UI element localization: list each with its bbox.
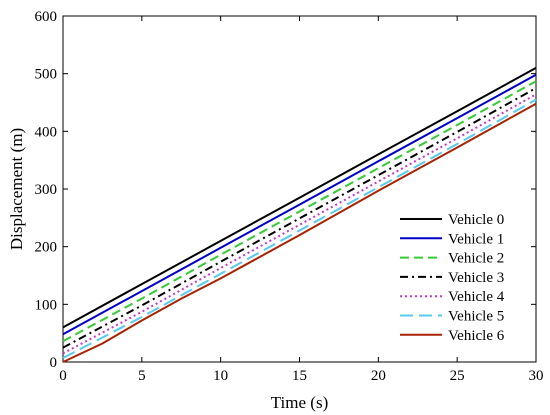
y-tick-label: 500 — [35, 67, 58, 83]
legend-label-vehicle-0: Vehicle 0 — [448, 212, 504, 228]
plot-area — [62, 15, 537, 363]
legend-label-vehicle-5: Vehicle 5 — [448, 309, 504, 325]
x-tick-label: 30 — [529, 368, 544, 384]
y-tick-label: 400 — [35, 124, 58, 140]
y-tick-label: 100 — [35, 297, 58, 313]
series-lines — [62, 67, 537, 363]
legend-label-vehicle-1: Vehicle 1 — [448, 231, 504, 247]
legend-label-vehicle-3: Vehicle 3 — [448, 270, 504, 286]
y-tick-label: 200 — [35, 240, 58, 256]
x-tick-label: 25 — [450, 368, 465, 384]
x-tick-label: 5 — [138, 368, 146, 384]
x-tick-label: 15 — [292, 368, 307, 384]
series-line-vehicle-1 — [62, 73, 537, 336]
x-tick-label: 0 — [59, 368, 67, 384]
legend: Vehicle 0 Vehicle 1 Vehicle 2 Vehicle 3 Vehi… — [400, 212, 505, 344]
legend-label-vehicle-4: Vehicle 4 — [448, 289, 505, 305]
series-line-vehicle-5 — [62, 98, 537, 359]
y-tick-label: 300 — [35, 182, 58, 198]
y-tick-label: 0 — [50, 355, 58, 371]
series-line-vehicle-6 — [62, 102, 537, 363]
legend-label-vehicle-6: Vehicle 6 — [448, 328, 505, 344]
x-tick-label: 20 — [371, 368, 386, 384]
y-tick-label: 600 — [35, 9, 58, 25]
series-line-vehicle-2 — [62, 80, 537, 343]
y-axis-label: Displacement (m) — [7, 128, 26, 250]
x-axis-label: Time (s) — [271, 393, 328, 412]
series-line-vehicle-0 — [62, 67, 537, 329]
plot-frame — [62, 15, 537, 363]
legend-label-vehicle-2: Vehicle 2 — [448, 251, 504, 267]
x-tick-label: 10 — [213, 368, 228, 384]
